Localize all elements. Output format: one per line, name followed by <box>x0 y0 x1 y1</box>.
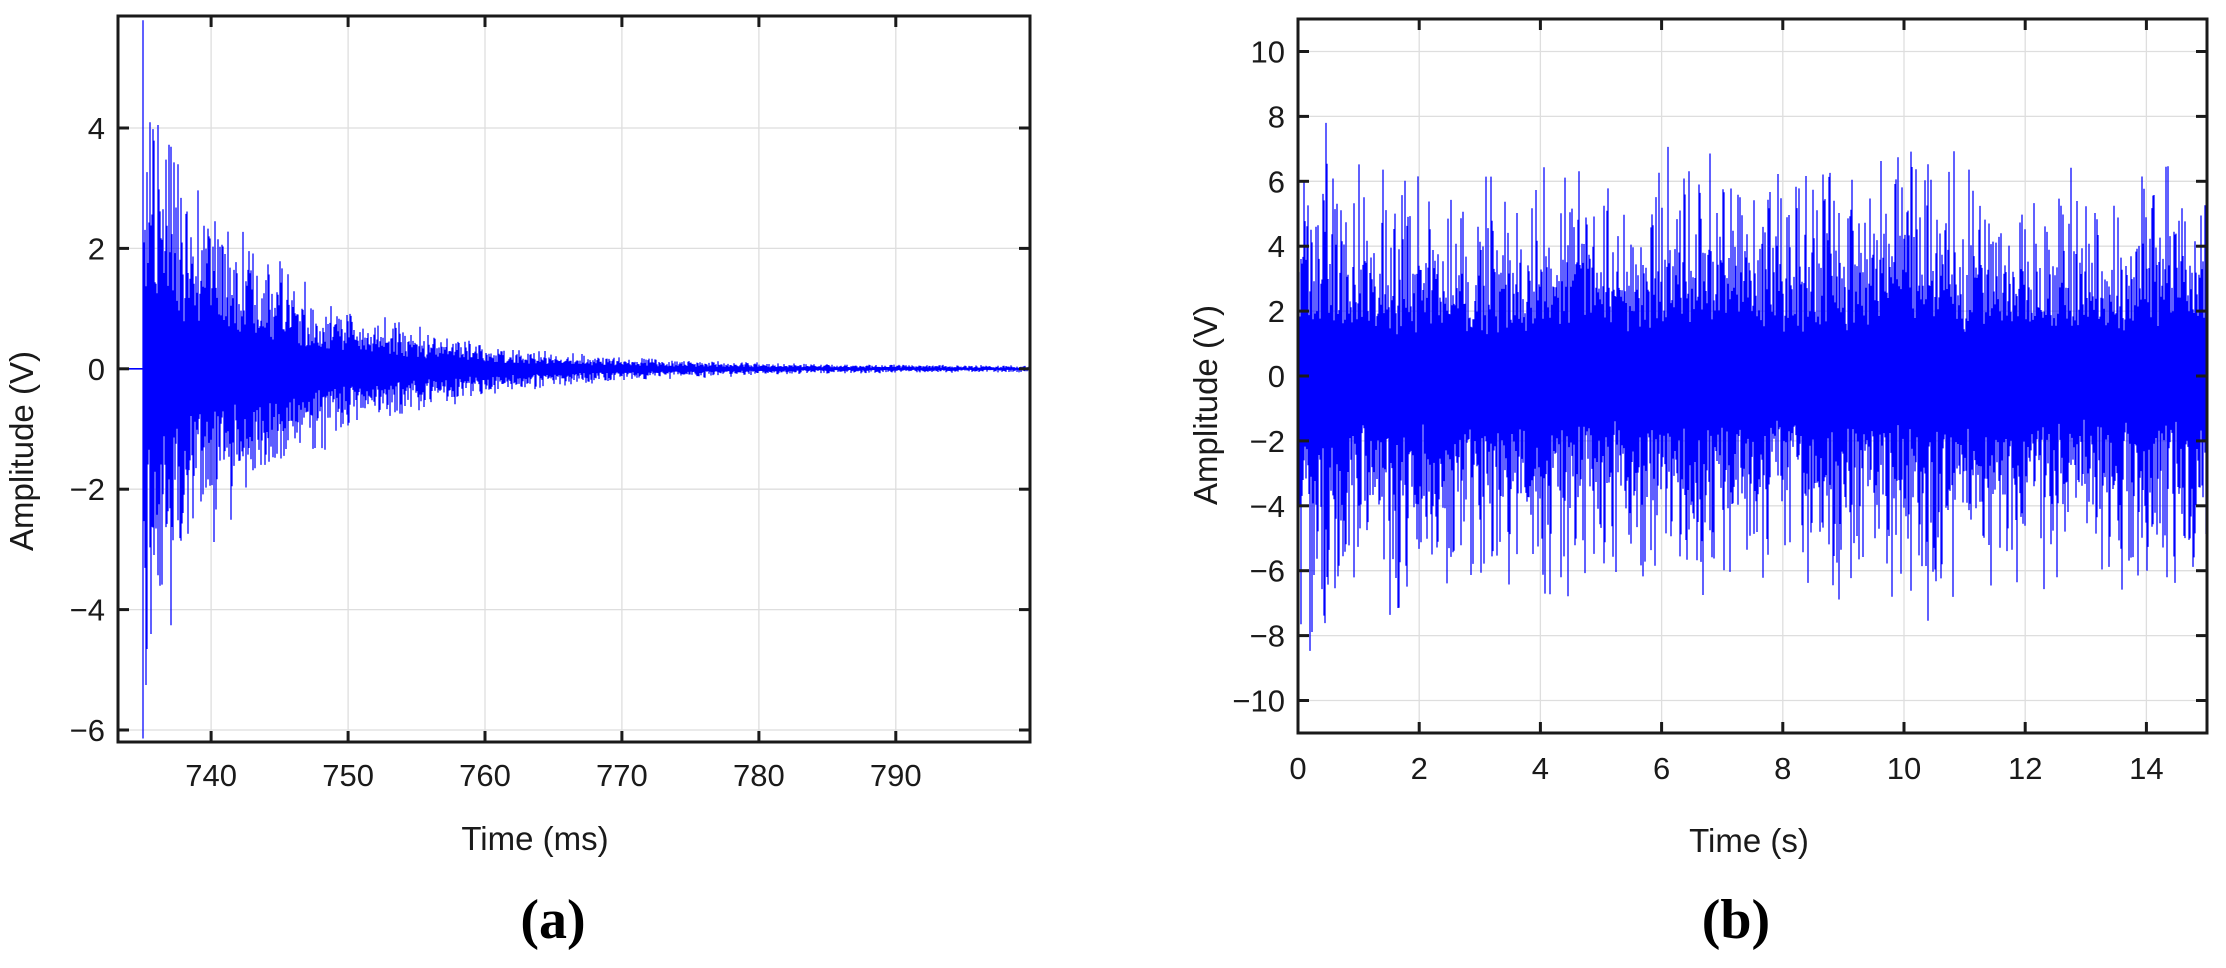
svg-text:4: 4 <box>88 111 105 146</box>
svg-text:0: 0 <box>1289 751 1306 786</box>
svg-text:780: 780 <box>733 758 785 793</box>
svg-text:2: 2 <box>1411 751 1428 786</box>
svg-text:−8: −8 <box>1250 619 1285 654</box>
svg-text:4: 4 <box>1532 751 1549 786</box>
svg-text:6: 6 <box>1268 164 1285 199</box>
svg-text:10: 10 <box>1251 35 1285 70</box>
svg-text:−4: −4 <box>1250 489 1285 524</box>
y-axis-label-a: Amplitude (V) <box>3 351 40 551</box>
x-axis-label-b: Time (s) <box>1689 822 1809 859</box>
svg-text:750: 750 <box>322 758 374 793</box>
svg-text:−4: −4 <box>70 593 105 628</box>
svg-text:740: 740 <box>185 758 237 793</box>
svg-text:10: 10 <box>1887 751 1921 786</box>
svg-text:12: 12 <box>2008 751 2042 786</box>
subfigure-caption-b: (b) <box>1701 889 1771 951</box>
svg-text:6: 6 <box>1653 751 1670 786</box>
x-axis-label-a: Time (ms) <box>461 820 609 857</box>
waveform-chart-a: 740 750 760 770 780 790 4 2 0 −2 −4 −6 <box>70 14 1032 793</box>
svg-text:14: 14 <box>2129 751 2163 786</box>
svg-text:770: 770 <box>596 758 648 793</box>
subfigure-caption-a: (a) <box>520 889 586 951</box>
y-axis-label-b: Amplitude (V) <box>1187 305 1224 505</box>
svg-text:−2: −2 <box>70 472 105 507</box>
svg-text:790: 790 <box>870 758 922 793</box>
panel-b-waveform-figure: 0 2 4 6 8 10 12 14 10 8 6 4 2 0 −2 −4 −6 −8 −10 Time (s) A… <box>1113 0 2226 968</box>
svg-text:0: 0 <box>1268 359 1285 394</box>
panel-a-waveform-figure: 740 750 760 770 780 790 4 2 0 −2 −4 −6 Time (ms) Am… <box>3 14 1032 951</box>
svg-text:−10: −10 <box>1232 684 1285 719</box>
svg-text:−2: −2 <box>1250 424 1285 459</box>
svg-text:8: 8 <box>1774 751 1791 786</box>
svg-text:−6: −6 <box>1250 554 1285 589</box>
svg-text:8: 8 <box>1268 99 1285 134</box>
waveform-chart-b: 0 2 4 6 8 10 12 14 10 8 6 4 2 0 −2 −4 −6 −8 −10 <box>1232 17 2209 786</box>
svg-text:2: 2 <box>88 231 105 266</box>
svg-text:4: 4 <box>1268 229 1285 264</box>
svg-text:2: 2 <box>1268 294 1285 329</box>
svg-text:0: 0 <box>88 352 105 387</box>
svg-text:−6: −6 <box>70 713 105 748</box>
svg-text:760: 760 <box>459 758 511 793</box>
